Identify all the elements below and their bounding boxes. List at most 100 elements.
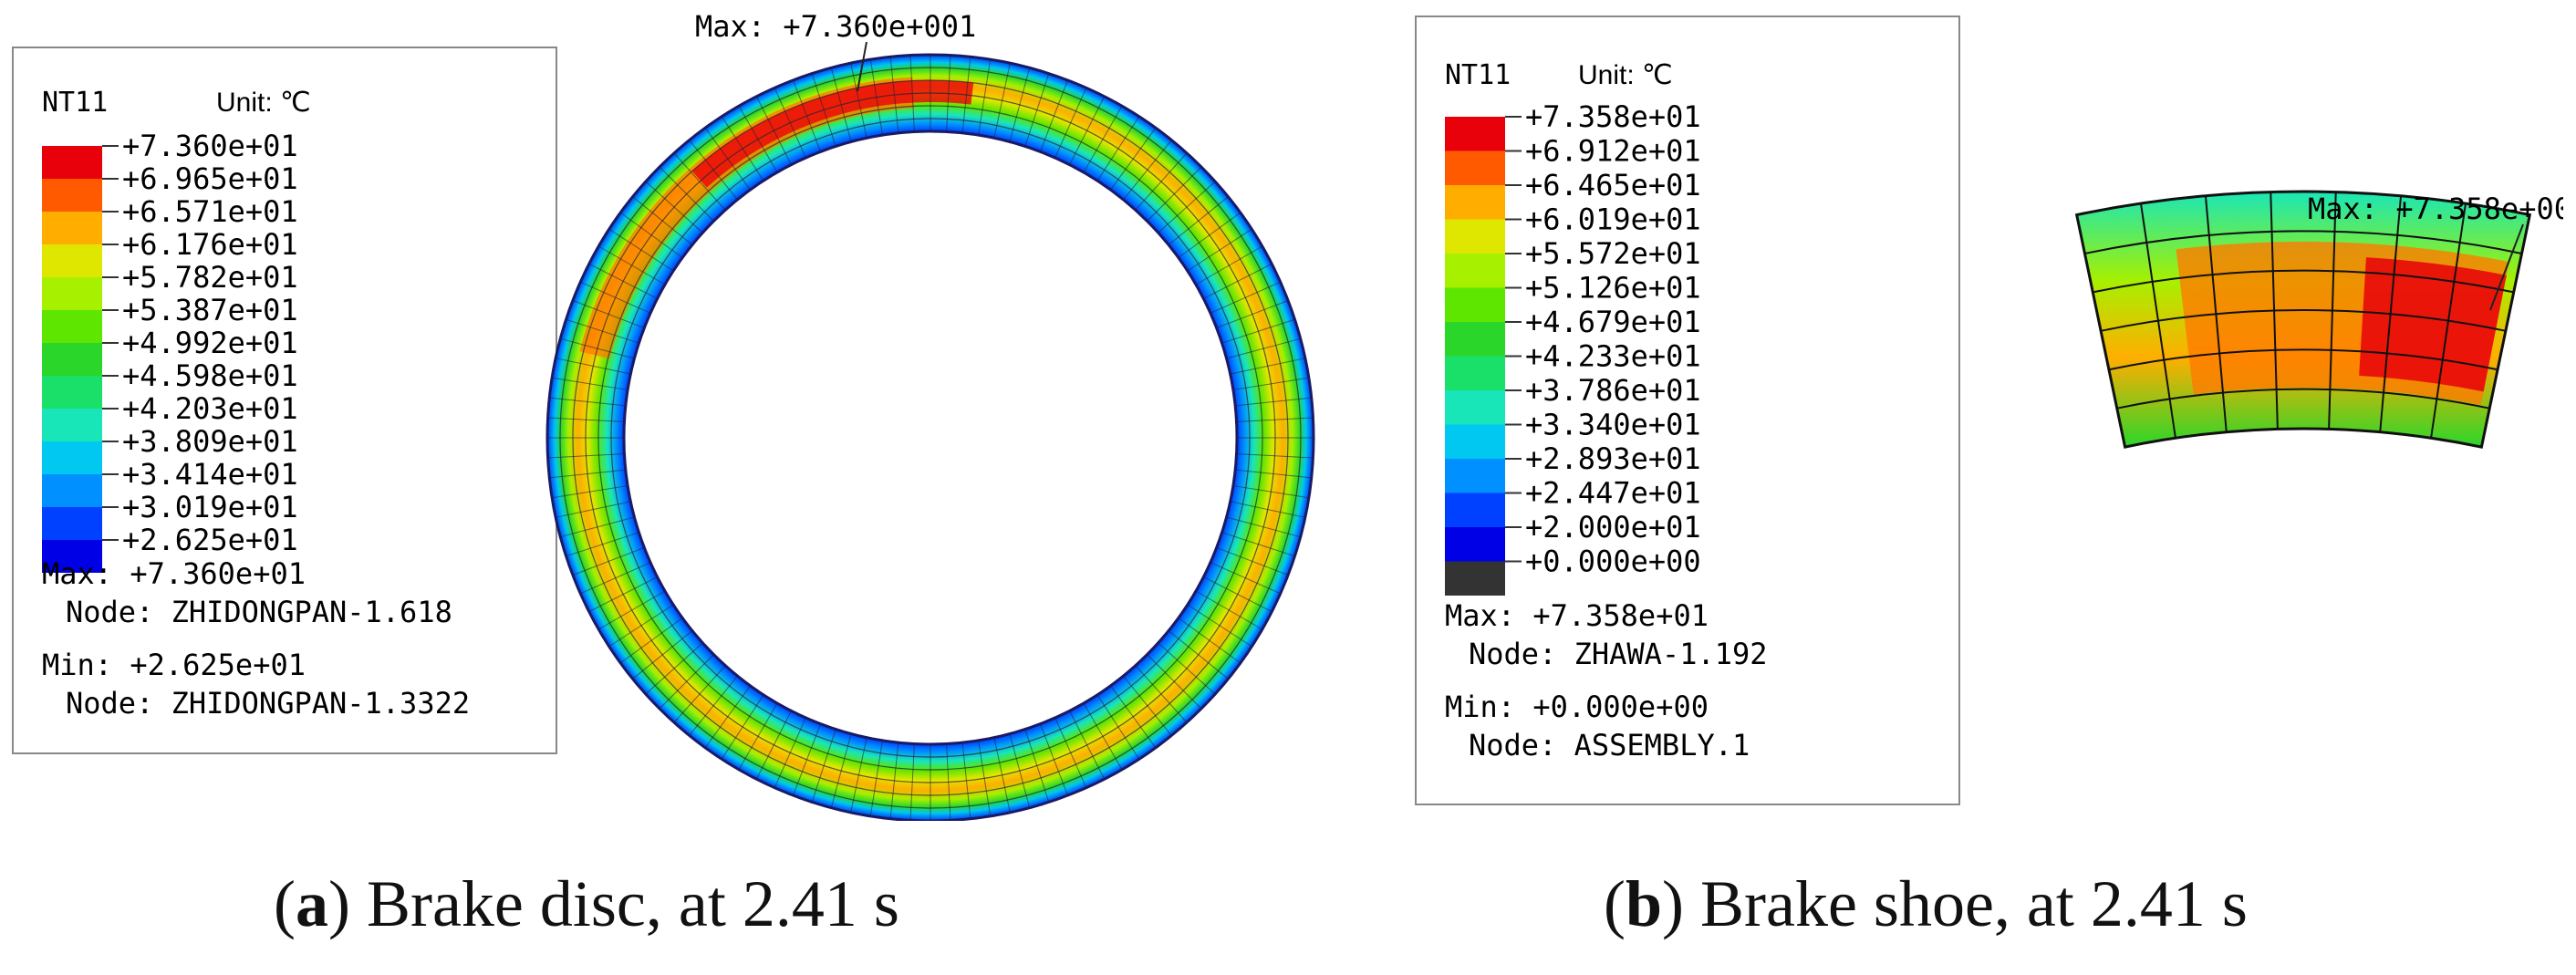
caption-b-letter: b: [1625, 867, 1663, 940]
legend-value: +2.625e+01: [122, 523, 298, 557]
disc-mesh-radial: [619, 617, 683, 664]
disc-mesh-radial: [1235, 397, 1312, 407]
legend-value: +3.340e+01: [1525, 408, 1701, 442]
disc-mesh-radial: [1226, 337, 1301, 359]
disc-max-leader: [857, 41, 867, 92]
disc-mesh-radial: [1178, 212, 1241, 258]
disc-mesh-radial: [580, 562, 651, 595]
legend-band: [42, 540, 102, 573]
disc-mesh-radial: [850, 63, 867, 139]
legend-band: [42, 474, 102, 507]
disc-mesh-radial: [566, 532, 639, 557]
disc-mesh-radial: [645, 181, 703, 233]
legend-b-max-node: Node: ZHAWA-1.192: [1469, 637, 1768, 671]
disc-mesh-radial: [1168, 630, 1229, 679]
legend-value: +6.912e+01: [1525, 134, 1701, 169]
disc-mesh-radial: [1187, 228, 1252, 272]
legend-value: +6.465e+01: [1525, 168, 1701, 202]
legend-band: [1445, 219, 1505, 254]
legend-band: [1445, 390, 1505, 425]
disc-mesh-radial: [738, 702, 778, 770]
disc-mesh-radial: [673, 665, 726, 723]
disc-mesh-radial: [1024, 729, 1050, 803]
disc-mesh-radial: [1236, 453, 1314, 459]
disc-mesh-radial: [608, 604, 674, 648]
legend-value: +5.782e+01: [122, 260, 298, 295]
shoe-mesh-radial: [2140, 202, 2176, 439]
disc-mesh-radial: [547, 453, 625, 459]
disc-mesh-radial: [1236, 417, 1314, 422]
disc-mesh-radial: [755, 96, 792, 165]
disc-mesh-radial: [1096, 694, 1140, 760]
disc-mesh-radial: [755, 711, 792, 780]
brake-shoe-contour: Max: +7.358e+001: [2074, 190, 2563, 449]
legend-band: [42, 244, 102, 277]
legend-value: +7.360e+01: [122, 129, 298, 163]
legend-value: +6.019e+01: [1525, 202, 1701, 237]
disc-mesh-radial: [978, 59, 992, 136]
disc-mesh-radial: [1054, 88, 1087, 159]
disc-mesh-radial: [547, 417, 625, 422]
disc-mesh-radial: [598, 590, 666, 630]
legend-value: +6.176e+01: [122, 227, 298, 262]
legend-value: +5.126e+01: [1525, 271, 1701, 306]
disc-mesh-radial: [961, 57, 971, 133]
disc-mesh-radial: [1009, 67, 1031, 142]
disc-mesh-radial: [1158, 181, 1216, 233]
disc-mesh-radial: [1123, 140, 1172, 201]
shoe-mesh-arc: [2100, 309, 2507, 332]
legend-a-max-node: Node: ZHIDONGPAN-1.618: [66, 595, 452, 629]
caption-a: (a) Brake disc, at 2.41 s: [274, 867, 899, 940]
disc-hot-zone: [691, 79, 974, 188]
panel-a-brake-disc: NT11 Unit: ℃ +7.360e+01 +6.965e+01 +6.571e…: [12, 9, 1315, 940]
shoe-mesh-radial: [2430, 202, 2467, 439]
disc-mesh-radial: [721, 116, 764, 182]
disc-max-annotation: Max: +7.360e+001: [695, 9, 976, 44]
caption-a-letter: a: [295, 867, 328, 940]
disc-mesh-radial: [1147, 654, 1202, 710]
legend-value: +0.000e+00: [1525, 545, 1701, 579]
legend-value: +6.965e+01: [122, 161, 298, 196]
disc-mesh-radial: [1232, 485, 1309, 499]
disc-mesh-radial: [1168, 196, 1229, 245]
legend-b-min-node: Node: ASSEMBLY.1: [1469, 728, 1750, 762]
disc-mesh-radial: [889, 742, 899, 819]
shoe-mesh-arc: [2116, 388, 2490, 410]
disc-mesh-radial: [552, 485, 628, 499]
disc-mesh-radial: [1235, 469, 1312, 479]
disc-mesh-radial: [1110, 127, 1157, 191]
legend-band: [42, 409, 102, 441]
caption-a-text: Brake disc, at 2.41 s: [349, 867, 899, 940]
legend-band: [1445, 493, 1505, 527]
legend-value: +4.679e+01: [1525, 305, 1701, 339]
shoe-mesh-arc: [2084, 230, 2522, 254]
legend-b-unit: Unit: ℃: [1578, 60, 1673, 90]
disc-mesh-radial: [588, 263, 658, 299]
legend-band: [1445, 117, 1505, 151]
disc-mesh-radial: [572, 300, 645, 329]
legend-value: +2.447e+01: [1525, 476, 1701, 511]
brake-shoe-mesh: [2074, 190, 2532, 449]
disc-mesh-radial: [673, 152, 726, 211]
disc-mesh-radial: [774, 717, 806, 788]
disc-mesh-radial: [1147, 166, 1202, 222]
shoe-mesh-radial: [2270, 192, 2279, 430]
legend-value: +4.233e+01: [1525, 339, 1701, 374]
disc-mesh-radial: [1039, 79, 1068, 152]
brake-disc-mesh: [545, 53, 1315, 821]
shoe-mesh-radial: [2328, 192, 2337, 430]
disc-mesh-radial: [1069, 711, 1106, 780]
legend-value: +5.572e+01: [1525, 236, 1701, 271]
legend-a-max-label: Max: +7.360e+01: [42, 556, 306, 591]
legend-value: +4.992e+01: [122, 326, 298, 360]
legend-band: [1445, 527, 1505, 562]
disc-mesh-radial: [830, 733, 852, 808]
legend-band: [1445, 287, 1505, 322]
legend-value: +5.387e+01: [122, 293, 298, 327]
disc-mesh-radial: [1135, 152, 1188, 211]
disc-mesh-radial: [1226, 516, 1301, 538]
disc-mesh-radial: [993, 63, 1011, 139]
disc-mesh-radial: [993, 737, 1011, 813]
disc-mesh-radial: [869, 59, 883, 136]
legend-band: [1445, 424, 1505, 459]
